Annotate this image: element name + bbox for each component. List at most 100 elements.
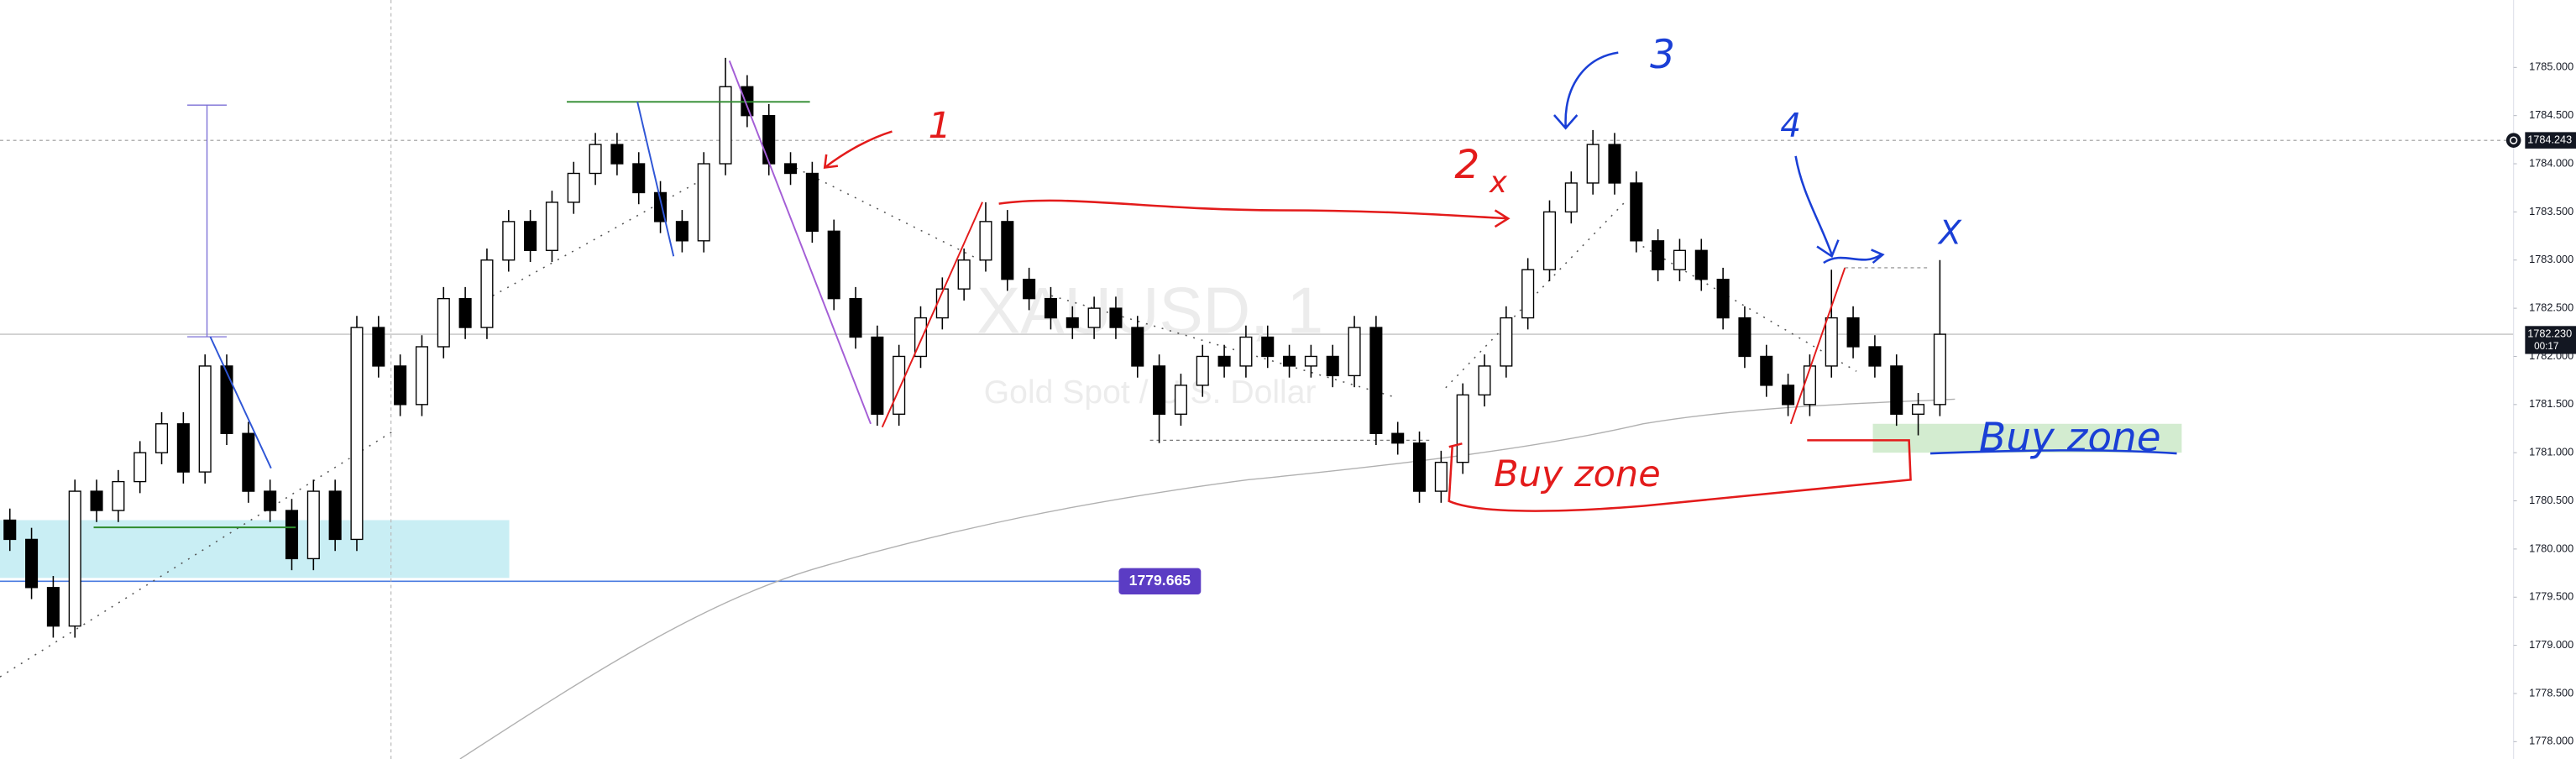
candle-body (1174, 385, 1187, 415)
candle-body (46, 587, 60, 627)
candle-body (1694, 249, 1708, 280)
y-tick-label: 1780.000 (2529, 542, 2573, 554)
countdown: 00:17 (2534, 341, 2558, 352)
candle-body (632, 163, 646, 194)
candle-body (1608, 144, 1621, 184)
annotation: x (1489, 165, 1508, 200)
candle-body (1933, 333, 1946, 406)
candle-body (176, 423, 190, 473)
last-price-badge (2525, 326, 2576, 354)
y-tick-label: 1779.000 (2529, 638, 2573, 651)
candle-body (90, 490, 103, 511)
level-badge (1118, 568, 1202, 594)
candle-body (1369, 327, 1383, 434)
candle-body (1044, 297, 1057, 319)
candle-body (372, 327, 385, 367)
candle-body (719, 86, 732, 165)
candle-body (3, 519, 17, 541)
candles (3, 57, 1946, 638)
candle-body (1131, 327, 1144, 367)
alert-icon-inner (2509, 136, 2518, 144)
y-tick-label: 1785.000 (2529, 60, 2573, 73)
candle-body (1586, 144, 1600, 184)
last-price-label: 1782.230 (2527, 327, 2572, 339)
candle-body (198, 365, 212, 473)
candle-body (394, 365, 407, 406)
candle-body (1348, 327, 1361, 377)
candle-body (415, 346, 428, 406)
y-tick-label: 1781.500 (2529, 397, 2573, 410)
candle-body (1087, 307, 1101, 328)
candle-body (762, 114, 776, 165)
zone (0, 520, 510, 578)
candle-body (1652, 240, 1665, 270)
candle-body (893, 355, 906, 415)
zone (1872, 423, 2182, 453)
candle-body (1846, 317, 1860, 348)
candle-body (524, 221, 537, 251)
y-tick-label: 1783.000 (2529, 253, 2573, 265)
moving-average (459, 398, 1956, 759)
candle-body (1738, 317, 1751, 358)
candle-body (154, 423, 169, 453)
candle-body (480, 259, 494, 328)
candle-body (827, 230, 840, 300)
candle-body (1890, 365, 1903, 415)
candle-body (1912, 404, 1925, 415)
watermark-description: Gold Spot / U.S. Dollar (984, 374, 1317, 411)
drawings (93, 51, 2177, 529)
candle-body (264, 490, 277, 511)
candle-body (1478, 365, 1491, 396)
candle-body (675, 221, 689, 242)
candle-body (1304, 355, 1317, 367)
candle-body (1283, 355, 1296, 367)
candle-body (1434, 461, 1448, 492)
annotation: X (1937, 214, 1962, 252)
candle-body (1326, 355, 1339, 377)
y-tick-label: 1779.500 (2529, 590, 2573, 603)
y-tick-label: 1778.000 (2529, 735, 2573, 747)
candle-body (1673, 249, 1686, 270)
candle-body (567, 172, 580, 203)
candle-body (68, 490, 81, 627)
annotation: Buy zone (1979, 415, 2161, 461)
candle-body (1521, 269, 1535, 319)
candle-body (1630, 182, 1643, 242)
candle-body (350, 327, 364, 541)
candle-body (1868, 346, 1882, 367)
candle-body (25, 538, 39, 589)
candle-body (437, 297, 450, 348)
candle-body (1023, 279, 1036, 300)
candle-body (1716, 279, 1730, 319)
candle-body (871, 336, 884, 415)
candle-body (1217, 355, 1231, 367)
candle-body (328, 490, 342, 541)
candle-body (1803, 365, 1816, 406)
candle-body (1412, 442, 1427, 492)
background-layer (0, 139, 2514, 583)
candle-body (1153, 365, 1166, 415)
candle-body (805, 172, 819, 233)
candle-body (1564, 182, 1578, 213)
annotation: 3 (1650, 32, 1675, 78)
candle-body (1500, 317, 1513, 367)
candle-body (134, 452, 147, 483)
price-axis: 1778.000 1778.500 1779.000 1779.500 1780.000… (2505, 0, 2576, 759)
candle-body (458, 297, 472, 328)
annotations: 1 2 x 3 4 X Buy zone Buy zone (928, 32, 2160, 495)
candle-body (849, 297, 862, 338)
y-tick-label: 1783.500 (2529, 205, 2573, 217)
candle-body (1782, 385, 1795, 406)
candle-body (306, 490, 320, 560)
candle-body (502, 221, 516, 261)
y-tick-label: 1782.500 (2529, 301, 2573, 313)
candle-body (1456, 394, 1469, 463)
candle-body (112, 480, 125, 511)
axis-panel (2513, 0, 2576, 759)
y-tick-label: 1784.000 (2529, 156, 2573, 169)
alert-icon (2505, 133, 2521, 148)
y-tick-label: 1781.000 (2529, 446, 2573, 458)
candle-body (1239, 336, 1253, 367)
